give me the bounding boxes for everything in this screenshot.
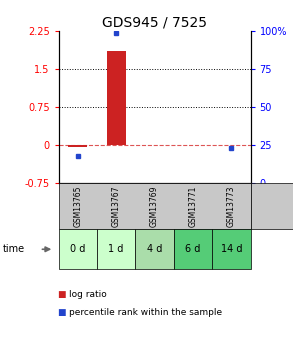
Bar bbox=[97, 229, 135, 269]
Text: GSM13765: GSM13765 bbox=[73, 185, 82, 227]
Text: log ratio: log ratio bbox=[69, 290, 107, 299]
Bar bbox=[107, 51, 126, 145]
Bar bbox=[59, 183, 251, 229]
Text: GSM13769: GSM13769 bbox=[150, 185, 159, 227]
Text: GSM13773: GSM13773 bbox=[227, 185, 236, 227]
Text: 1 d: 1 d bbox=[108, 244, 124, 254]
Text: 14 d: 14 d bbox=[221, 244, 242, 254]
Bar bbox=[135, 229, 174, 269]
Text: GSM13767: GSM13767 bbox=[112, 185, 121, 227]
Text: ■: ■ bbox=[57, 308, 66, 317]
Text: percentile rank within the sample: percentile rank within the sample bbox=[69, 308, 222, 317]
Title: GDS945 / 7525: GDS945 / 7525 bbox=[102, 16, 207, 30]
Text: 0 d: 0 d bbox=[70, 244, 86, 254]
Bar bbox=[68, 145, 87, 147]
Bar bbox=[212, 229, 251, 269]
Bar bbox=[251, 183, 293, 229]
Bar bbox=[174, 229, 212, 269]
Text: ■: ■ bbox=[57, 290, 66, 299]
Text: GSM13771: GSM13771 bbox=[188, 186, 197, 227]
Bar bbox=[59, 229, 97, 269]
Text: time: time bbox=[3, 244, 25, 254]
Text: 4 d: 4 d bbox=[147, 244, 162, 254]
Text: 6 d: 6 d bbox=[185, 244, 201, 254]
